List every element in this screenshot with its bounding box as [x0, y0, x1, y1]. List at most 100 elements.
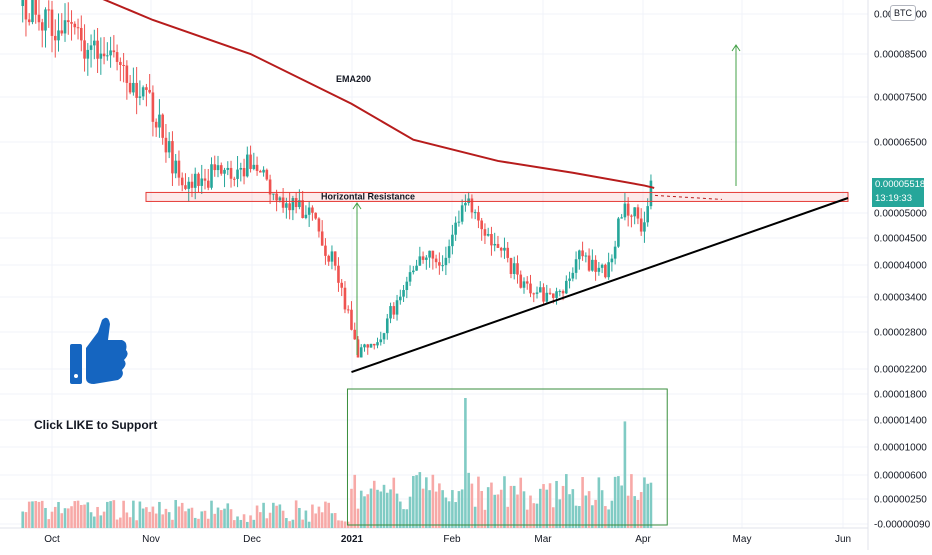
volume-bar	[255, 505, 259, 528]
time-label: Nov	[142, 534, 160, 545]
support-text: Click LIKE to Support	[34, 418, 158, 432]
candle-body	[369, 343, 373, 348]
volume-bar	[617, 476, 620, 528]
volume-bar	[372, 480, 376, 528]
price-label: 0.00005000	[874, 209, 927, 220]
time-axis: Oct Nov Dec 2021 Feb Mar Apr May Jun	[44, 534, 851, 545]
volume-bar	[578, 506, 581, 528]
volume-bar	[232, 520, 236, 528]
candle-body	[164, 137, 168, 153]
candle-body	[307, 207, 311, 215]
price-label: -0.00000090	[874, 520, 931, 531]
candle-body	[232, 178, 236, 180]
candle-body	[252, 164, 256, 169]
volume-bar	[363, 496, 366, 528]
time-label: Oct	[44, 534, 60, 545]
volume-bar	[571, 489, 575, 528]
volume-bar	[180, 502, 184, 528]
candle-body	[454, 222, 457, 235]
volume-bar	[366, 494, 370, 528]
volume-bar	[239, 519, 243, 528]
volume-bar	[34, 501, 38, 528]
candle-body	[643, 222, 646, 232]
candle-body	[412, 270, 415, 273]
volume-bar	[353, 474, 357, 528]
candle-body	[340, 282, 344, 288]
countdown: 13:19:33	[875, 193, 912, 204]
candle-body	[535, 292, 539, 294]
volume-bar	[298, 507, 301, 528]
candle-body	[44, 9, 47, 31]
volume-bar	[317, 506, 321, 528]
candle-body	[538, 287, 542, 293]
candle-body	[399, 296, 402, 301]
candle-body	[382, 333, 386, 340]
volume-bar	[57, 502, 60, 528]
volume-bar	[167, 512, 171, 528]
time-label: 2021	[341, 534, 364, 545]
candle-body	[421, 256, 425, 260]
candle-body	[311, 207, 314, 213]
volume-bar	[171, 519, 174, 528]
volume-bar	[490, 482, 493, 528]
candle-body	[591, 259, 594, 271]
candles	[21, 0, 653, 358]
volume-bar	[607, 509, 610, 528]
volume-bar	[395, 493, 399, 528]
volume-bar	[236, 516, 239, 528]
candle-body	[161, 114, 164, 138]
candle-body	[37, 14, 41, 23]
volume-bar	[184, 511, 187, 528]
candle-body	[278, 197, 282, 201]
volume-bar	[470, 483, 474, 528]
overlays: EMA200 Horizontal Resistance	[70, 0, 849, 526]
thumbs-up-icon	[70, 317, 128, 384]
volume-bar	[200, 511, 204, 528]
volume-bar	[522, 491, 526, 528]
candle-body	[83, 40, 86, 59]
volume-bar	[242, 514, 246, 528]
candle-body	[594, 259, 597, 272]
candle-body	[40, 22, 44, 31]
volume-bar	[265, 518, 269, 528]
resistance-zone	[145, 191, 849, 202]
volume-bar	[278, 504, 282, 528]
candle-body	[171, 141, 174, 174]
volume-bar	[610, 500, 614, 528]
candle-body	[259, 170, 262, 173]
volume-bar	[473, 506, 477, 528]
volume-bar	[47, 519, 51, 528]
volume-bar	[620, 485, 623, 528]
candle-body	[128, 82, 132, 93]
volume-bar	[434, 491, 438, 528]
candle-body	[151, 92, 155, 122]
candle-body	[301, 200, 304, 219]
symbol-badge[interactable]: BTC	[890, 5, 916, 21]
volume-bar	[542, 484, 545, 528]
volume-bar	[320, 512, 324, 528]
volume-bar	[499, 489, 503, 528]
candle-body	[236, 169, 239, 179]
volume-bar	[389, 489, 392, 528]
candle-body	[434, 258, 438, 263]
candle-body	[229, 167, 233, 179]
volume-bar	[138, 501, 142, 528]
volume-bar	[483, 509, 487, 528]
volume-bar	[301, 519, 304, 528]
volume-bar	[565, 474, 568, 528]
volume-bar	[89, 512, 93, 528]
volume-bar	[594, 499, 597, 528]
price-axis: 0.000095000.000085000.000075000.00006500…	[874, 10, 931, 531]
volume-bar	[425, 477, 428, 528]
candle-body	[636, 207, 640, 219]
candle-body	[561, 291, 565, 294]
candle-body	[464, 203, 467, 206]
volume-bar	[285, 518, 288, 528]
candle-body	[509, 257, 513, 274]
candle-body	[366, 344, 370, 348]
volume-bar	[636, 499, 640, 528]
candle-body	[630, 215, 633, 217]
volume-bar	[496, 494, 500, 528]
